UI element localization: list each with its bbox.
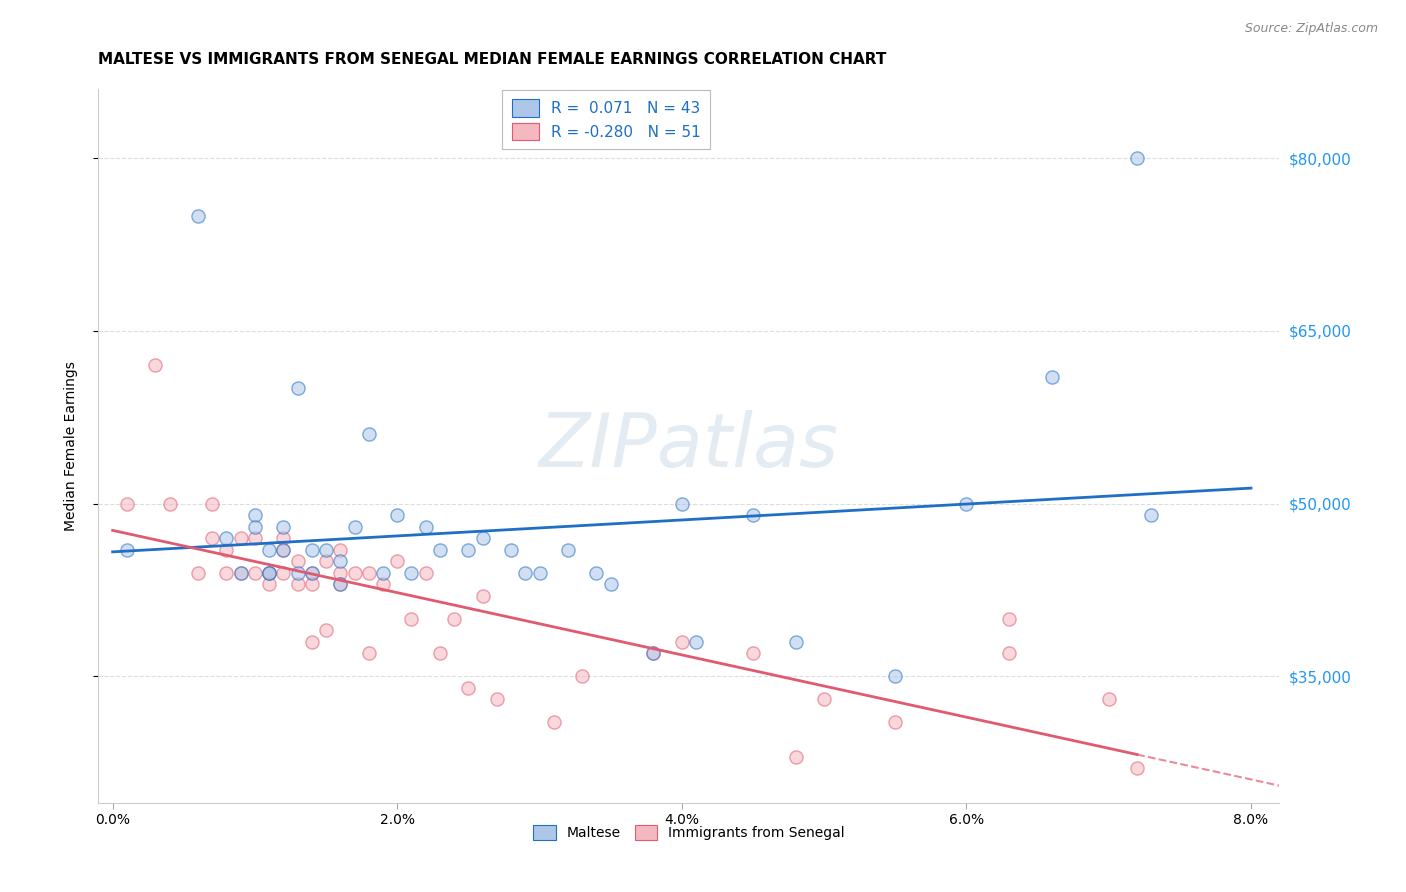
Point — [671, 634, 693, 648]
Point — [499, 542, 522, 557]
Point — [301, 566, 323, 580]
Point — [273, 566, 295, 580]
Point — [543, 715, 565, 730]
Point — [671, 497, 693, 511]
Point — [785, 634, 807, 648]
Point — [557, 542, 579, 557]
Point — [287, 381, 309, 395]
Point — [257, 566, 280, 580]
Point — [329, 542, 352, 557]
Point — [357, 427, 380, 442]
Point — [229, 566, 252, 580]
Point — [485, 692, 508, 706]
Point — [955, 497, 977, 511]
Point — [457, 542, 479, 557]
Point — [387, 508, 409, 522]
Point — [599, 577, 621, 591]
Y-axis label: Median Female Earnings: Median Female Earnings — [63, 361, 77, 531]
Point — [884, 669, 907, 683]
Point — [785, 749, 807, 764]
Point — [187, 566, 209, 580]
Point — [243, 508, 266, 522]
Point — [201, 531, 224, 545]
Point — [301, 566, 323, 580]
Point — [273, 519, 295, 533]
Point — [429, 542, 451, 557]
Point — [201, 497, 224, 511]
Point — [1126, 151, 1149, 165]
Point — [273, 531, 295, 545]
Point — [813, 692, 835, 706]
Point — [159, 497, 181, 511]
Text: Source: ZipAtlas.com: Source: ZipAtlas.com — [1244, 22, 1378, 36]
Point — [287, 577, 309, 591]
Point — [301, 634, 323, 648]
Point — [329, 554, 352, 568]
Point — [443, 612, 465, 626]
Point — [742, 508, 765, 522]
Point — [998, 612, 1021, 626]
Point — [315, 623, 337, 637]
Point — [287, 554, 309, 568]
Point — [229, 566, 252, 580]
Point — [643, 646, 665, 660]
Legend: Maltese, Immigrants from Senegal: Maltese, Immigrants from Senegal — [527, 820, 851, 846]
Point — [329, 577, 352, 591]
Point — [471, 589, 494, 603]
Point — [371, 566, 394, 580]
Point — [357, 646, 380, 660]
Point — [1140, 508, 1163, 522]
Point — [471, 531, 494, 545]
Point — [315, 554, 337, 568]
Point — [884, 715, 907, 730]
Point — [143, 359, 166, 373]
Point — [187, 209, 209, 223]
Point — [329, 577, 352, 591]
Point — [243, 531, 266, 545]
Point — [571, 669, 593, 683]
Point — [257, 566, 280, 580]
Point — [343, 566, 366, 580]
Point — [415, 566, 437, 580]
Text: ZIPatlas: ZIPatlas — [538, 410, 839, 482]
Point — [215, 542, 238, 557]
Point — [371, 577, 394, 591]
Point — [301, 542, 323, 557]
Point — [287, 566, 309, 580]
Point — [301, 577, 323, 591]
Point — [273, 542, 295, 557]
Point — [243, 519, 266, 533]
Point — [257, 577, 280, 591]
Point — [457, 681, 479, 695]
Point — [273, 542, 295, 557]
Point — [115, 497, 138, 511]
Text: MALTESE VS IMMIGRANTS FROM SENEGAL MEDIAN FEMALE EARNINGS CORRELATION CHART: MALTESE VS IMMIGRANTS FROM SENEGAL MEDIA… — [98, 53, 887, 67]
Point — [315, 542, 337, 557]
Point — [401, 566, 423, 580]
Point — [257, 542, 280, 557]
Point — [243, 566, 266, 580]
Point — [387, 554, 409, 568]
Point — [229, 531, 252, 545]
Point — [415, 519, 437, 533]
Point — [429, 646, 451, 660]
Point — [215, 566, 238, 580]
Point — [643, 646, 665, 660]
Point — [1126, 761, 1149, 775]
Point — [115, 542, 138, 557]
Point — [685, 634, 707, 648]
Point — [343, 519, 366, 533]
Point — [529, 566, 551, 580]
Point — [1098, 692, 1121, 706]
Point — [401, 612, 423, 626]
Point — [215, 531, 238, 545]
Point — [257, 566, 280, 580]
Point — [585, 566, 607, 580]
Point — [515, 566, 537, 580]
Point — [357, 566, 380, 580]
Point — [742, 646, 765, 660]
Point — [329, 566, 352, 580]
Point — [998, 646, 1021, 660]
Point — [1040, 370, 1063, 384]
